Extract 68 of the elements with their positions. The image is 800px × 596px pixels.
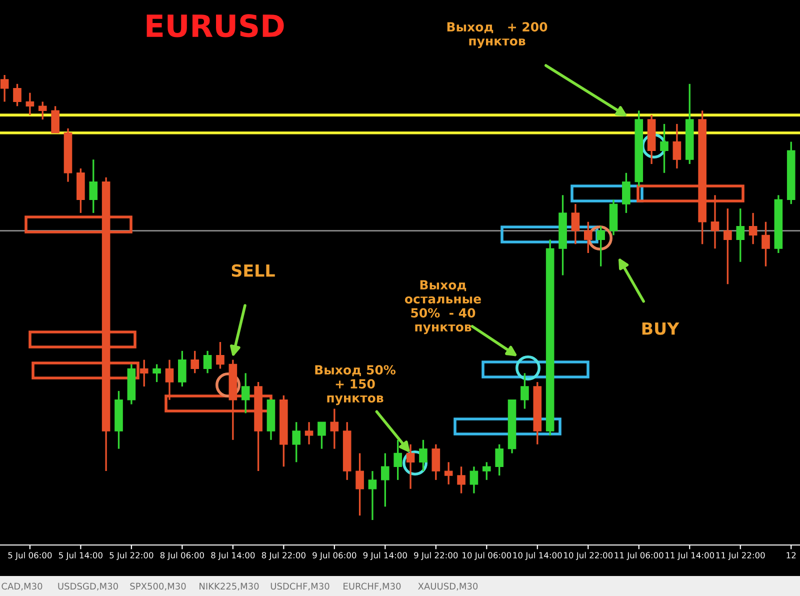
candlestick bbox=[470, 466, 478, 494]
text: XAUUSD,M30 bbox=[418, 582, 478, 591]
candlestick bbox=[394, 439, 402, 481]
candlestick bbox=[241, 372, 250, 414]
candlestick bbox=[368, 470, 377, 521]
candlestick bbox=[330, 408, 339, 450]
candlestick bbox=[571, 203, 580, 245]
text: EURCHF,M30 bbox=[344, 582, 401, 591]
candlestick bbox=[762, 221, 770, 268]
candlestick bbox=[178, 350, 186, 388]
candlestick bbox=[190, 350, 200, 374]
text: Выход + 200 пунктов bbox=[447, 22, 548, 48]
candlestick bbox=[26, 92, 34, 116]
candlestick bbox=[152, 363, 161, 383]
annotation: BUY bbox=[642, 322, 680, 335]
annotation: Выход 50% + 150 пунктов bbox=[315, 365, 396, 406]
candlestick bbox=[432, 444, 440, 481]
candlestick bbox=[406, 444, 415, 490]
candlestick bbox=[672, 123, 682, 170]
candlestick bbox=[724, 208, 732, 285]
candlestick bbox=[495, 444, 504, 476]
x-tick-label: 5 Jul 14:00 bbox=[58, 552, 102, 560]
text: SPX500,M30 bbox=[130, 582, 186, 591]
candlestick bbox=[457, 466, 466, 494]
x-tick-label: 9 Jul 14:00 bbox=[363, 552, 407, 560]
candlestick bbox=[51, 105, 60, 134]
candlestick bbox=[216, 341, 224, 370]
text: CAD,M30 bbox=[2, 582, 42, 591]
x-tick-label: 10 Jul 22:00 bbox=[564, 552, 613, 560]
candlestick bbox=[584, 221, 592, 254]
x-tick-label: 9 Jul 22:00 bbox=[414, 552, 458, 560]
candlestick bbox=[318, 421, 326, 450]
candlestick bbox=[203, 350, 212, 374]
candlestick bbox=[748, 212, 758, 245]
x-tick-label: 8 Jul 22:00 bbox=[262, 552, 306, 560]
chart-title: EURUSD bbox=[146, 14, 284, 38]
x-tick-label: 5 Jul 06:00 bbox=[8, 552, 52, 560]
candlestick bbox=[660, 123, 668, 174]
x-tick-label: 5 Jul 22:00 bbox=[110, 552, 154, 560]
candlestick bbox=[356, 452, 364, 516]
candlestick bbox=[520, 372, 529, 410]
text: USDCHF,M30 bbox=[270, 582, 330, 591]
x-tick-label: 11 Jul 22:00 bbox=[716, 552, 765, 560]
x-tick-label: 10 Jul 06:00 bbox=[462, 552, 512, 560]
x-tick-label: 11 Jul 06:00 bbox=[614, 552, 664, 560]
candlestick bbox=[482, 461, 491, 481]
candlestick bbox=[89, 158, 98, 214]
candlestick bbox=[0, 74, 9, 103]
x-tick-label: 12 bbox=[786, 552, 796, 558]
candlestick bbox=[304, 421, 314, 446]
text: NIKK225,M30 bbox=[200, 582, 259, 591]
candlestick bbox=[13, 83, 22, 107]
text: USDSGD,M30 bbox=[58, 582, 118, 591]
candlestick bbox=[292, 421, 301, 463]
candlestick bbox=[444, 461, 453, 486]
candlestick bbox=[736, 208, 745, 263]
x-tick-label: 8 Jul 06:00 bbox=[160, 552, 204, 560]
candlestick bbox=[38, 100, 47, 120]
candlestick bbox=[419, 439, 428, 472]
candlestick bbox=[622, 172, 630, 214]
x-tick-label: 8 Jul 14:00 bbox=[211, 552, 255, 560]
annotation: Выход остальные 50% - 40 пунктов bbox=[404, 280, 481, 334]
x-tick-label: 10 Jul 14:00 bbox=[513, 552, 562, 560]
x-tick-label: 11 Jul 14:00 bbox=[666, 552, 714, 560]
candlestick bbox=[381, 452, 390, 508]
candlestick bbox=[596, 225, 605, 268]
annotation: SELL bbox=[232, 264, 275, 277]
x-tick-label: 9 Jul 06:00 bbox=[312, 552, 356, 560]
